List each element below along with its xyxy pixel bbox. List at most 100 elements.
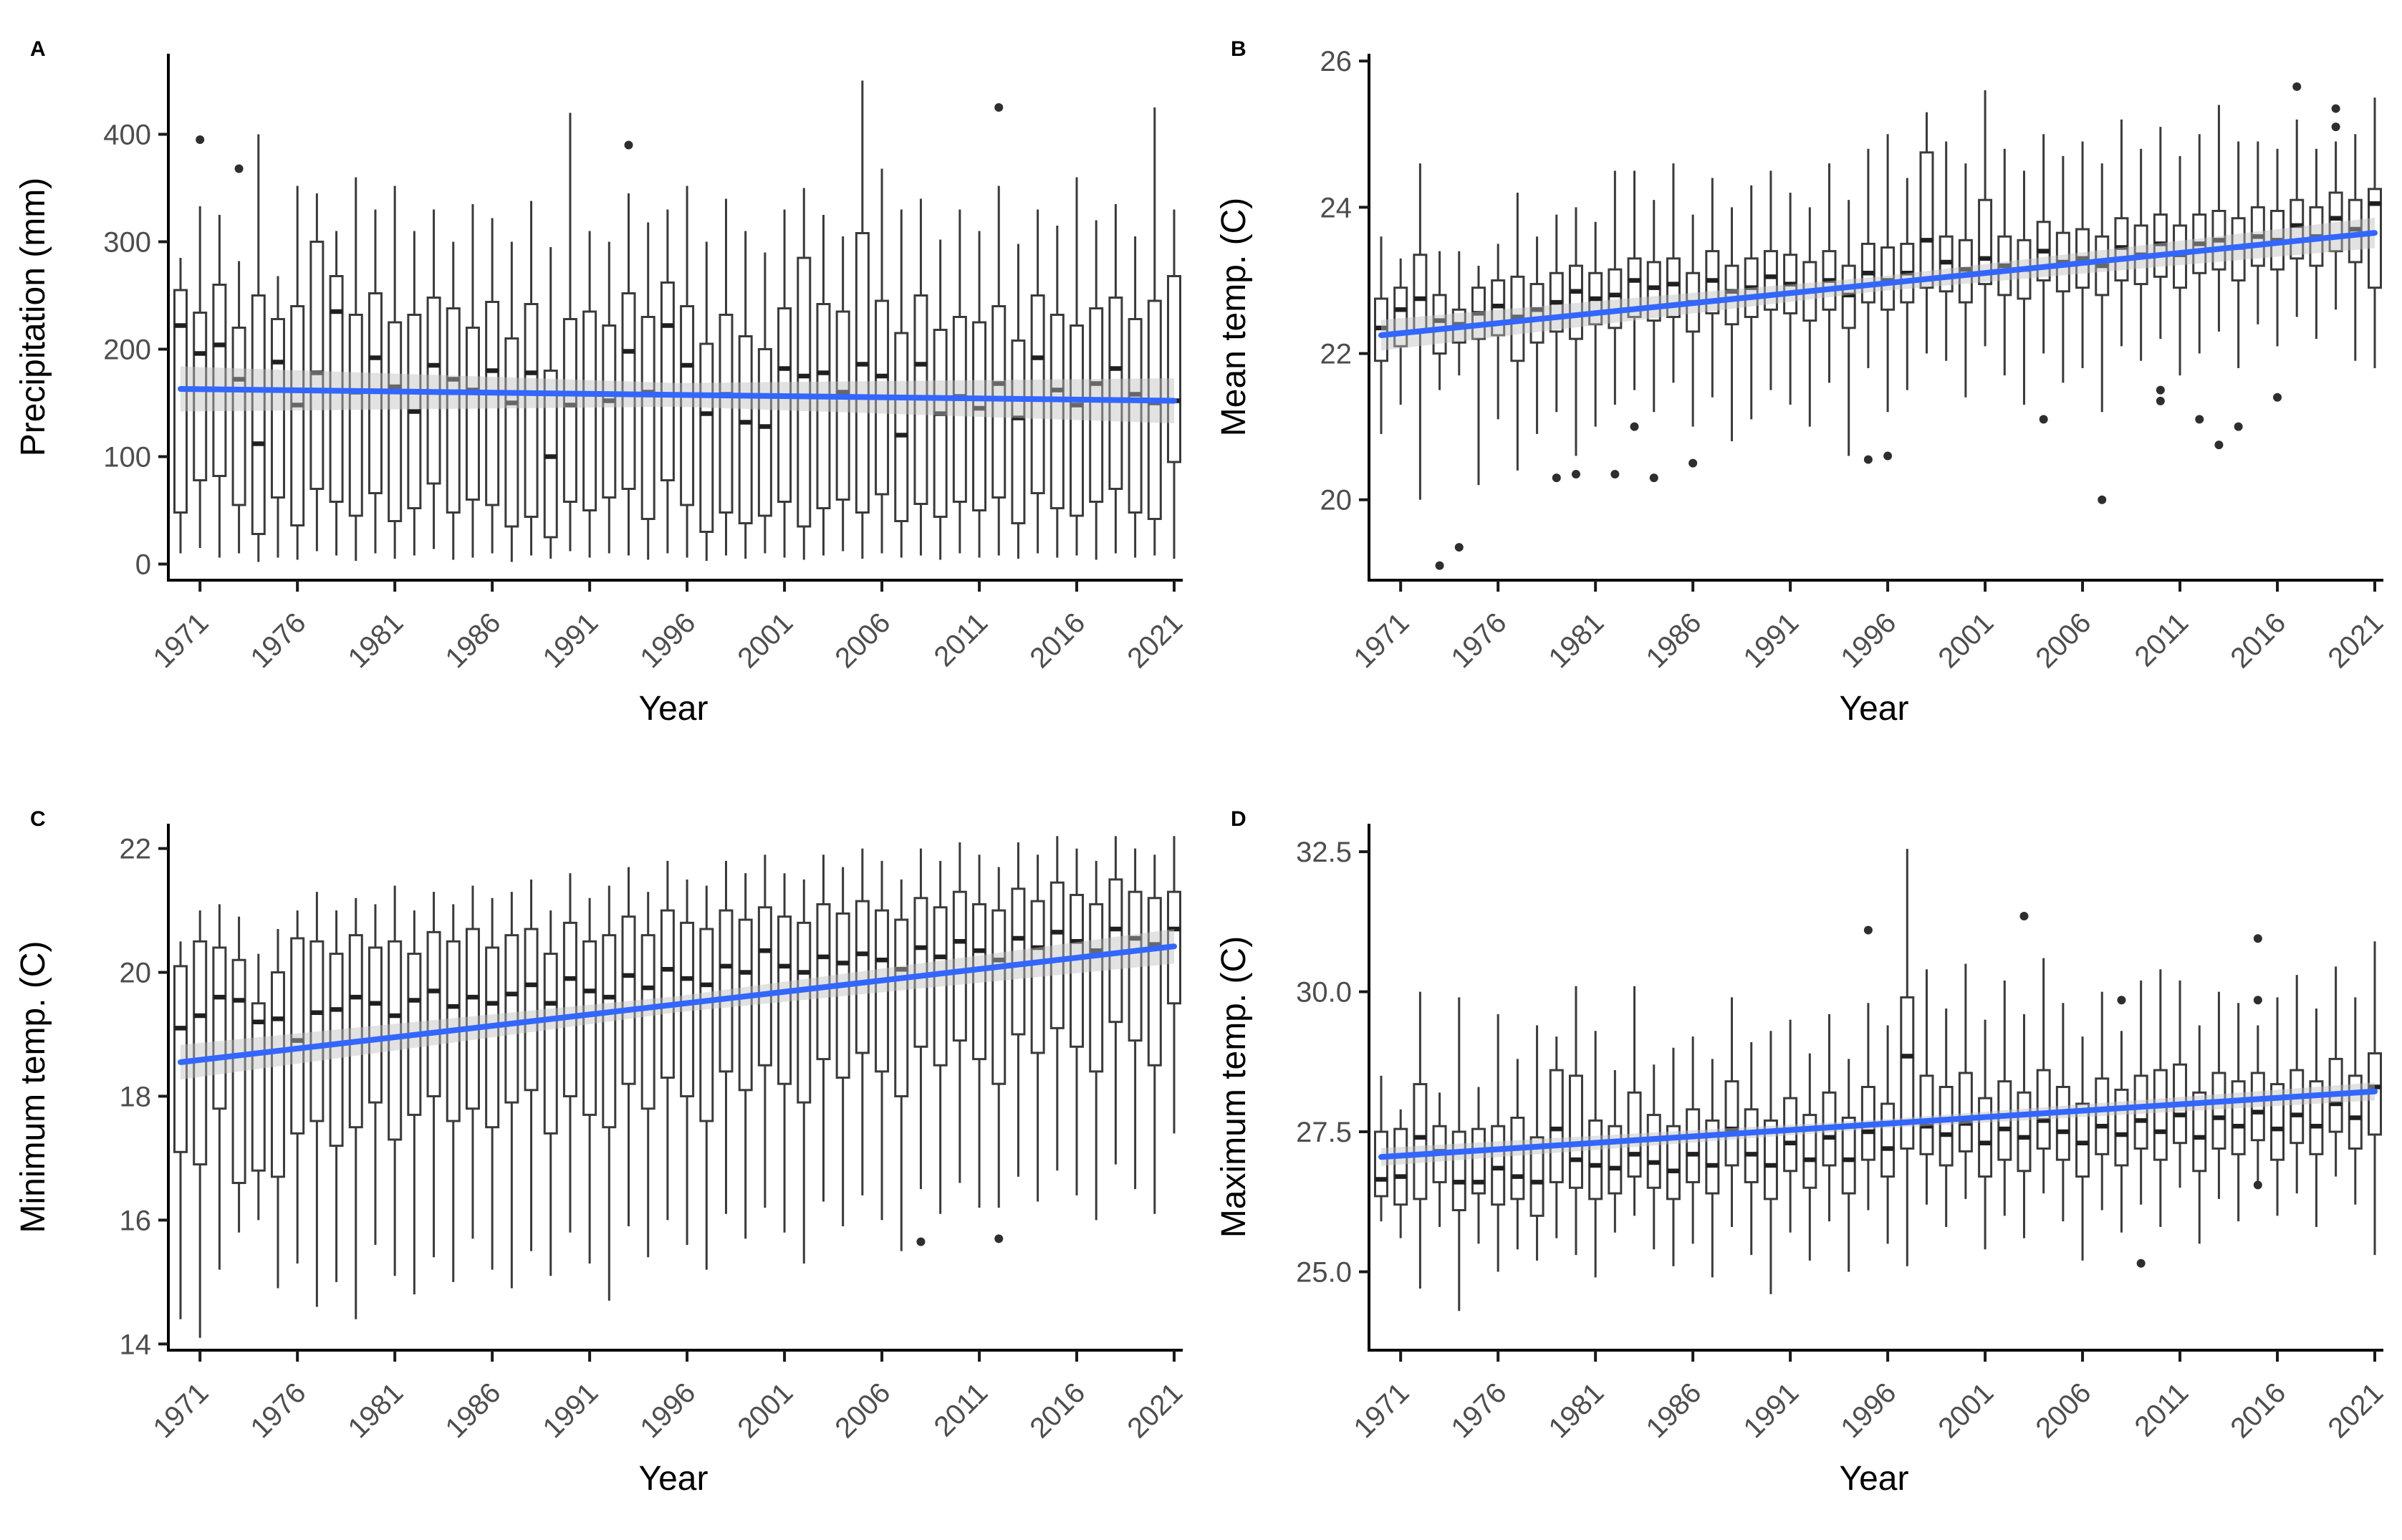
- outlier-points: [916, 1234, 1004, 1246]
- boxplot: [1588, 1031, 1603, 1278]
- boxplot: [1608, 1070, 1623, 1233]
- x-tick-label: 1971: [1348, 1377, 1416, 1444]
- boxplot: [1549, 1036, 1564, 1238]
- x-tick-label: 2021: [1121, 607, 1188, 674]
- outlier-point: [1454, 543, 1464, 552]
- y-tick-label: 300: [103, 227, 151, 259]
- boxplot: [699, 885, 714, 1270]
- trend-line: [178, 386, 1177, 404]
- boxplot: [407, 910, 422, 1295]
- x-tick-label: 1981: [342, 607, 409, 674]
- boxplot: [1374, 236, 1388, 434]
- boxplot: [1089, 860, 1104, 1221]
- boxplot: [1763, 170, 1778, 390]
- y-axis-title: Mean temp. (C): [1215, 198, 1253, 436]
- x-tick-label: 2006: [829, 607, 896, 674]
- x-tick-label: 1981: [1542, 1377, 1610, 1444]
- boxplot: [290, 186, 305, 560]
- boxplot: [426, 892, 441, 1258]
- y-tick-label: 24: [1320, 192, 1353, 223]
- boxplot: [1822, 163, 1837, 383]
- boxplot: [1686, 214, 1701, 427]
- boxplot: [2250, 141, 2265, 324]
- panel-D-chart: D 25.0 27.5 30.0 32.5 1971 1976 1981 1986 1991 199…: [1215, 807, 2389, 1498]
- boxplot: [1705, 178, 1720, 398]
- boxplot: [777, 209, 792, 558]
- y-tick-label: 22: [120, 834, 152, 865]
- outlier-point: [2253, 996, 2262, 1005]
- boxplot: [1568, 986, 1583, 1256]
- y-tick-label: 27.5: [1296, 1117, 1352, 1148]
- boxplot: [894, 879, 909, 1251]
- y-tick-label: 20: [120, 958, 152, 989]
- panel-D: D 25.0 27.5 30.0 32.5 1971 1976 1981 1986 1991 199…: [1201, 770, 2401, 1540]
- boxplot: [1049, 836, 1065, 1171]
- outlier-point: [2136, 1259, 2146, 1268]
- outlier-point: [1435, 561, 1444, 570]
- boxplot: [1070, 177, 1085, 556]
- x-tick-label: 2001: [731, 607, 799, 674]
- boxplot: [2036, 958, 2051, 1194]
- x-tick-label: 1986: [1640, 1377, 1707, 1444]
- x-tick-label: 2001: [731, 1377, 799, 1444]
- boxplot: [719, 860, 734, 1214]
- x-tick-label: 2011: [2128, 1377, 2194, 1443]
- x-tick-label: 1991: [1737, 1377, 1805, 1444]
- boxplot: [562, 112, 577, 552]
- boxplot: [1413, 991, 1428, 1289]
- boxplot: [504, 241, 519, 562]
- outlier-point: [2156, 396, 2165, 405]
- boxplots: [173, 836, 1181, 1338]
- boxplot: [952, 842, 967, 1183]
- boxplot: [2173, 155, 2188, 376]
- boxplot: [1529, 1025, 1545, 1261]
- axes: 20 22 24 26 1971 1976 1981 1986 1991 1996 2001 2006…: [1320, 46, 2390, 674]
- boxplot: [1783, 1019, 1798, 1233]
- boxplot: [173, 258, 188, 554]
- y-tick-label: 400: [103, 120, 151, 151]
- boxplot: [1646, 1064, 1661, 1250]
- boxplot: [738, 873, 753, 1239]
- boxplot: [270, 276, 285, 558]
- boxplot: [1978, 1019, 1993, 1250]
- x-tick-label: 2001: [1932, 1377, 1999, 1444]
- outlier-point: [2234, 422, 2243, 431]
- boxplot: [446, 904, 461, 1282]
- x-axis-title: Year: [639, 690, 708, 728]
- boxplot: [1900, 849, 1915, 1266]
- boxplot: [972, 231, 987, 558]
- boxplot: [719, 198, 734, 556]
- boxplot: [1724, 997, 1739, 1227]
- panel-A-chart: A 0 100 200 300 400 1971 1976 1981 1986 1991 1996 20…: [14, 37, 1188, 728]
- panel-letter: A: [30, 37, 46, 61]
- boxplot: [251, 953, 266, 1221]
- x-tick-label: 2016: [2224, 607, 2292, 674]
- boxplot: [485, 218, 500, 554]
- boxplot: [1705, 1059, 1720, 1278]
- boxplot: [1802, 1053, 1817, 1261]
- boxplot: [1108, 204, 1123, 554]
- boxplot: [894, 209, 909, 558]
- x-tick-label: 2021: [2322, 1377, 2389, 1444]
- boxplot: [1128, 848, 1143, 1190]
- boxplot: [835, 867, 850, 1227]
- y-tick-label: 20: [1320, 485, 1353, 516]
- boxplot: [193, 206, 208, 548]
- x-tick-label: 2016: [2224, 1377, 2292, 1444]
- boxplot: [991, 867, 1007, 1208]
- boxplot: [582, 897, 597, 1264]
- x-tick-label: 1996: [1835, 1377, 1902, 1444]
- boxplot: [1089, 220, 1104, 560]
- boxplot: [1666, 1047, 1681, 1266]
- boxplots: [1374, 90, 2382, 500]
- boxplot: [2270, 997, 2285, 1216]
- boxplot: [797, 879, 812, 1264]
- y-axis-title: Maximum temp. (C): [1215, 936, 1253, 1238]
- boxplot: [465, 885, 480, 1239]
- x-axis-title: Year: [1840, 690, 1909, 728]
- x-axis-title: Year: [639, 1460, 708, 1498]
- boxplot: [2095, 163, 2110, 413]
- boxplot: [1880, 1025, 1896, 1244]
- panel-B-chart: B 20 22 24 26 1971 1976 1981 1986 1991 1996 2001 200…: [1215, 37, 2390, 728]
- outlier-point: [624, 140, 633, 150]
